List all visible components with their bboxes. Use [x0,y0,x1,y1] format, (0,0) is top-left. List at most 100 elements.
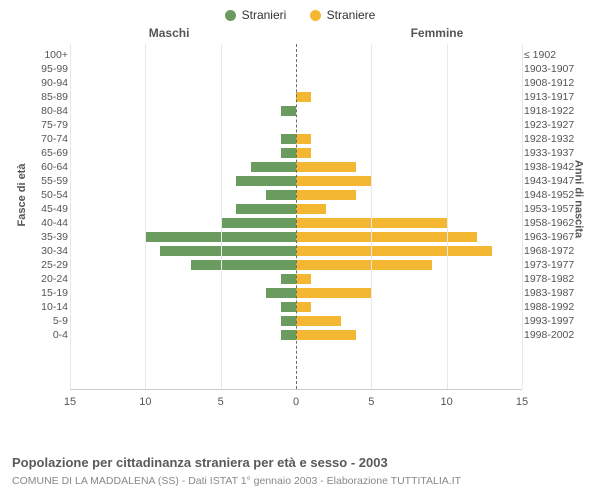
y-right-label: 1963-1967 [524,230,580,244]
y-left-label: 65-69 [20,146,68,160]
y-right-label: ≤ 1902 [524,48,580,62]
chart-subtitle: COMUNE DI LA MADDALENA (SS) - Dati ISTAT… [12,474,588,488]
y-right-label: 1978-1982 [524,272,580,286]
y-left-label: 5-9 [20,314,68,328]
y-left-label: 15-19 [20,286,68,300]
y-left-label: 35-39 [20,230,68,244]
bar-male [160,246,296,256]
y-right-label: 1988-1992 [524,300,580,314]
y-right-label: 1923-1927 [524,118,580,132]
y-right-label: 1938-1942 [524,160,580,174]
legend-swatch-female [310,10,321,21]
y-right-label: 1973-1977 [524,258,580,272]
bar-female [296,302,311,312]
bar-female [296,204,326,214]
bar-male [281,148,296,158]
center-line [296,44,297,389]
bar-male [236,204,296,214]
x-tick-label: 15 [64,396,76,408]
y-left-label: 100+ [20,48,68,62]
y-left-label: 85-89 [20,90,68,104]
header-female-label: Femmine [411,26,464,40]
legend-label-male: Stranieri [242,8,287,22]
plot-area [70,44,522,390]
bar-male [281,302,296,312]
legend-item-male: Stranieri [225,8,287,22]
gridline [70,44,71,389]
bar-male [221,218,296,228]
bar-female [296,260,432,270]
x-tick-label: 5 [368,396,374,408]
bar-male [236,176,296,186]
legend-swatch-male [225,10,236,21]
x-tick-label: 10 [139,396,151,408]
gender-header: Maschi Femmine [20,26,580,42]
bar-female [296,274,311,284]
bar-male [281,134,296,144]
gridline [522,44,523,389]
chart-title: Popolazione per cittadinanza straniera p… [12,454,588,472]
legend: Stranieri Straniere [0,0,600,26]
bar-female [296,134,311,144]
bar-male [281,316,296,326]
bar-female [296,288,371,298]
legend-item-female: Straniere [310,8,376,22]
y-left-label: 25-29 [20,258,68,272]
y-axis-left: 100+95-9990-9485-8980-8475-7970-7465-696… [20,44,68,390]
bar-male [281,274,296,284]
y-left-label: 95-99 [20,62,68,76]
y-right-label: 1998-2002 [524,328,580,342]
y-left-label: 0-4 [20,328,68,342]
gridline [145,44,146,389]
y-left-label: 45-49 [20,202,68,216]
gridline [447,44,448,389]
x-tick-label: 5 [218,396,224,408]
bar-female [296,92,311,102]
y-left-label: 40-44 [20,216,68,230]
y-right-label: 1953-1957 [524,202,580,216]
y-right-label: 1958-1962 [524,216,580,230]
y-left-label: 10-14 [20,300,68,314]
bar-male [281,106,296,116]
bar-male [251,162,296,172]
y-left-label: 75-79 [20,118,68,132]
y-right-label: 1943-1947 [524,174,580,188]
bar-female [296,162,356,172]
footer: Popolazione per cittadinanza straniera p… [12,454,588,488]
y-left-label: 55-59 [20,174,68,188]
y-axis-right: ≤ 19021903-19071908-19121913-19171918-19… [524,44,580,390]
plot: Fasce di età Anni di nascita 100+95-9990… [20,44,580,414]
y-right-label: 1913-1917 [524,90,580,104]
bar-female [296,330,356,340]
chart: Maschi Femmine Fasce di età Anni di nasc… [20,26,580,414]
y-left-label: 90-94 [20,76,68,90]
y-right-label: 1928-1932 [524,132,580,146]
y-left-label: 20-24 [20,272,68,286]
bar-female [296,148,311,158]
bar-female [296,316,341,326]
y-right-label: 1903-1907 [524,62,580,76]
x-tick-label: 10 [441,396,453,408]
bar-female [296,232,477,242]
y-right-label: 1993-1997 [524,314,580,328]
y-left-label: 60-64 [20,160,68,174]
y-right-label: 1918-1922 [524,104,580,118]
y-right-label: 1908-1912 [524,76,580,90]
y-right-label: 1968-1972 [524,244,580,258]
bar-male [281,330,296,340]
y-right-label: 1948-1952 [524,188,580,202]
header-male-label: Maschi [149,26,190,40]
legend-label-female: Straniere [327,8,376,22]
y-left-label: 70-74 [20,132,68,146]
y-left-label: 80-84 [20,104,68,118]
bar-male [266,288,296,298]
bar-male [266,190,296,200]
y-right-label: 1983-1987 [524,286,580,300]
x-axis: 15105051015 [70,394,522,414]
y-left-label: 30-34 [20,244,68,258]
bar-female [296,176,371,186]
gridline [221,44,222,389]
gridline [371,44,372,389]
bar-male [191,260,296,270]
x-tick-label: 15 [516,396,528,408]
